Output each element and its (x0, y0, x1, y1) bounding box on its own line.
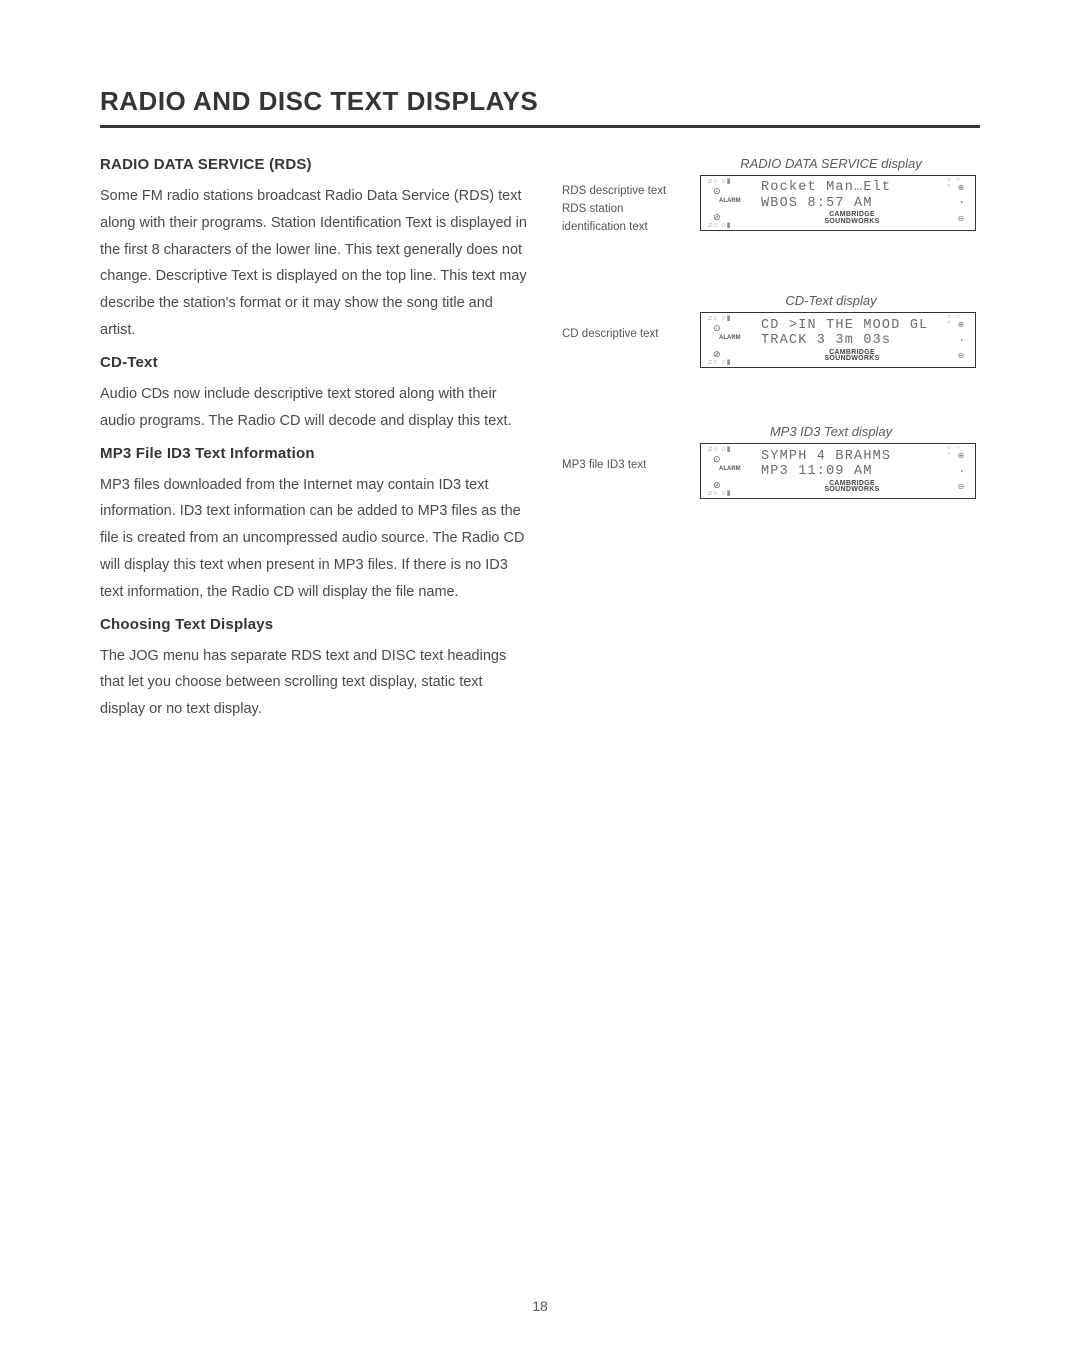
label-rds-descriptive: RDS descriptive text (562, 183, 666, 199)
lcd-device-rds: ♫○ ○▮ ⊙ ALARM ⊘ ♫○ ○▮ Rocket Man…Elt WBO… (700, 175, 976, 231)
heading-mp3: MP3 File ID3 Text Information (100, 445, 528, 462)
minus-icon-mp3: ⊖ (958, 482, 965, 491)
clock-side-icon: ◔ (959, 198, 964, 207)
labels-mp3: MP3 file ID3 text (562, 443, 694, 475)
clock-icon-cd: ⊙ (713, 323, 721, 334)
body-rds: Some FM radio stations broadcast Radio D… (100, 183, 528, 344)
heading-choosing: Choosing Text Displays (100, 616, 528, 633)
dots-icon-mp3: ○ ○ ○ (947, 445, 971, 457)
alarm-label-cd: ALARM (719, 335, 741, 341)
headphone-icon-b: ♫○ ○▮ (707, 221, 732, 229)
label-rds-station-b: identification text (562, 219, 648, 235)
dots-icon: ○ ○ ○ (947, 177, 971, 189)
brand-line2-mp3: SOUNDWORKS (761, 487, 943, 494)
body-cdtext: Audio CDs now include descriptive text s… (100, 381, 528, 435)
brand-line2: SOUNDWORKS (761, 219, 943, 226)
minus-icon-cd: ⊖ (958, 351, 965, 360)
left-column: RADIO DATA SERVICE (RDS) Some FM radio s… (100, 156, 528, 727)
caption-rds: RADIO DATA SERVICE display (682, 156, 980, 171)
display-cd-group: CD-Text display CD descriptive text ♫○ ○… (562, 293, 980, 368)
label-cd-descriptive: CD descriptive text (562, 326, 659, 342)
display-mp3-group: MP3 ID3 Text display MP3 file ID3 text ♫… (562, 424, 980, 499)
lcd-mp3-line2: MP3 11:09 AM (761, 464, 943, 480)
clock-icon-mp3: ⊙ (713, 454, 721, 465)
minus-icon: ⊖ (958, 214, 965, 223)
label-mp3-id3: MP3 file ID3 text (562, 457, 646, 473)
lcd-cd-line2: TRACK 3 3m 03s (761, 333, 943, 349)
display-rds-group: RADIO DATA SERVICE display RDS descripti… (562, 156, 980, 237)
headphone-icon: ♫○ ○▮ (707, 177, 732, 185)
clock-side-icon-mp3: ◔ (959, 467, 964, 476)
body-mp3: MP3 files downloaded from the Internet m… (100, 472, 528, 606)
page-title: RADIO AND DISC TEXT DISPLAYS (100, 86, 980, 128)
body-choosing: The JOG menu has separate RDS text and D… (100, 643, 528, 723)
labels-cd: CD descriptive text (562, 312, 694, 344)
alarm-label-mp3: ALARM (719, 466, 741, 472)
lcd-rds-line1: Rocket Man…Elt (761, 180, 943, 196)
clock-icon: ⊙ (713, 186, 721, 197)
dots-icon-cd: ○ ○ ○ (947, 314, 971, 326)
label-rds-station-a: RDS station (562, 201, 623, 217)
heading-rds: RADIO DATA SERVICE (RDS) (100, 156, 528, 173)
headphone-icon-cd: ♫○ ○▮ (707, 314, 732, 322)
clock-side-icon-cd: ◔ (959, 336, 964, 345)
labels-rds: RDS descriptive text RDS station identif… (562, 175, 694, 237)
alarm-label: ALARM (719, 198, 741, 204)
headphone-icon-mp3: ♫○ ○▮ (707, 445, 732, 453)
lcd-device-mp3: ♫○ ○▮ ⊙ ALARM ⊘ ♫○ ○▮ SYMPH 4 BRAHMS MP3… (700, 443, 976, 499)
lcd-mp3-line1: SYMPH 4 BRAHMS (761, 449, 943, 465)
caption-mp3: MP3 ID3 Text display (682, 424, 980, 439)
lcd-rds-line2: WBOS 8:57 AM (761, 196, 943, 212)
brand-line2-cd: SOUNDWORKS (761, 356, 943, 363)
caption-cd: CD-Text display (682, 293, 980, 308)
right-column: RADIO DATA SERVICE display RDS descripti… (562, 156, 980, 727)
headphone-icon-mp3-b: ♫○ ○▮ (707, 489, 732, 497)
lcd-device-cd: ♫○ ○▮ ⊙ ALARM ⊘ ♫○ ○▮ CD >IN THE MOOD GL… (700, 312, 976, 368)
heading-cdtext: CD-Text (100, 354, 528, 371)
lcd-cd-line1: CD >IN THE MOOD GL (761, 318, 943, 334)
page-number: 18 (0, 1298, 1080, 1314)
headphone-icon-cd-b: ♫○ ○▮ (707, 358, 732, 366)
